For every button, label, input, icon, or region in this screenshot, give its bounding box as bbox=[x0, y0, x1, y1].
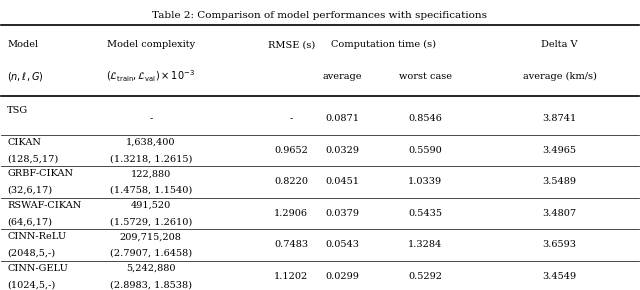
Text: 1.1202: 1.1202 bbox=[274, 272, 308, 281]
Text: Delta V: Delta V bbox=[541, 40, 578, 49]
Text: -: - bbox=[149, 114, 152, 123]
Text: 3.6593: 3.6593 bbox=[543, 240, 577, 249]
Text: (32,6,17): (32,6,17) bbox=[7, 186, 52, 195]
Text: TSG: TSG bbox=[7, 106, 28, 115]
Text: 1,638,400: 1,638,400 bbox=[126, 138, 175, 147]
Text: (2.8983, 1.8538): (2.8983, 1.8538) bbox=[110, 280, 192, 289]
Text: 3.4549: 3.4549 bbox=[543, 272, 577, 281]
Text: 0.0451: 0.0451 bbox=[325, 177, 359, 186]
Text: $(\mathcal{L}_\mathrm{train}, \mathcal{L}_\mathrm{val}) \times 10^{-3}$: $(\mathcal{L}_\mathrm{train}, \mathcal{L… bbox=[106, 68, 195, 84]
Text: (1.4758, 1.1540): (1.4758, 1.1540) bbox=[109, 186, 192, 195]
Text: (1.5729, 1.2610): (1.5729, 1.2610) bbox=[109, 217, 192, 226]
Text: (1.3218, 1.2615): (1.3218, 1.2615) bbox=[109, 154, 192, 163]
Text: GRBF-CIKAN: GRBF-CIKAN bbox=[7, 169, 73, 178]
Text: 3.4965: 3.4965 bbox=[543, 146, 577, 155]
Text: 0.5590: 0.5590 bbox=[408, 146, 442, 155]
Text: 491,520: 491,520 bbox=[131, 201, 171, 210]
Text: 1.2906: 1.2906 bbox=[275, 209, 308, 218]
Text: (64,6,17): (64,6,17) bbox=[7, 217, 52, 226]
Text: 0.8220: 0.8220 bbox=[275, 177, 308, 186]
Text: RMSE (s): RMSE (s) bbox=[268, 40, 315, 49]
Text: worst case: worst case bbox=[399, 72, 452, 81]
Text: (2048,5,-): (2048,5,-) bbox=[7, 249, 55, 258]
Text: CINN-GELU: CINN-GELU bbox=[7, 264, 68, 273]
Text: 0.9652: 0.9652 bbox=[275, 146, 308, 155]
Text: 3.4807: 3.4807 bbox=[543, 209, 577, 218]
Text: 0.0329: 0.0329 bbox=[325, 146, 359, 155]
Text: 209,715,208: 209,715,208 bbox=[120, 232, 182, 241]
Text: Table 2: Comparison of model performances with specifications: Table 2: Comparison of model performance… bbox=[152, 11, 488, 20]
Text: 0.5292: 0.5292 bbox=[408, 272, 442, 281]
Text: RSWAF-CIKAN: RSWAF-CIKAN bbox=[7, 201, 81, 210]
Text: Computation time (s): Computation time (s) bbox=[332, 40, 436, 49]
Text: 3.5489: 3.5489 bbox=[543, 177, 577, 186]
Text: -: - bbox=[290, 114, 293, 123]
Text: 0.5435: 0.5435 bbox=[408, 209, 442, 218]
Text: Model: Model bbox=[7, 40, 38, 49]
Text: 3.8741: 3.8741 bbox=[542, 114, 577, 123]
Text: 5,242,880: 5,242,880 bbox=[126, 264, 175, 273]
Text: 1.3284: 1.3284 bbox=[408, 240, 442, 249]
Text: (128,5,17): (128,5,17) bbox=[7, 154, 58, 163]
Text: 1.0339: 1.0339 bbox=[408, 177, 442, 186]
Text: 0.0871: 0.0871 bbox=[325, 114, 359, 123]
Text: CIKAN: CIKAN bbox=[7, 138, 41, 147]
Text: (2.7907, 1.6458): (2.7907, 1.6458) bbox=[109, 249, 192, 258]
Text: $(n, \ell, G)$: $(n, \ell, G)$ bbox=[7, 70, 44, 83]
Text: average (km/s): average (km/s) bbox=[522, 72, 596, 81]
Text: average: average bbox=[323, 72, 362, 81]
Text: (1024,5,-): (1024,5,-) bbox=[7, 280, 55, 289]
Text: 0.8546: 0.8546 bbox=[408, 114, 442, 123]
Text: 122,880: 122,880 bbox=[131, 169, 171, 178]
Text: 0.0379: 0.0379 bbox=[325, 209, 359, 218]
Text: 0.0543: 0.0543 bbox=[325, 240, 359, 249]
Text: Model complexity: Model complexity bbox=[107, 40, 195, 49]
Text: CINN-ReLU: CINN-ReLU bbox=[7, 232, 66, 241]
Text: 0.7483: 0.7483 bbox=[274, 240, 308, 249]
Text: 0.0299: 0.0299 bbox=[325, 272, 359, 281]
